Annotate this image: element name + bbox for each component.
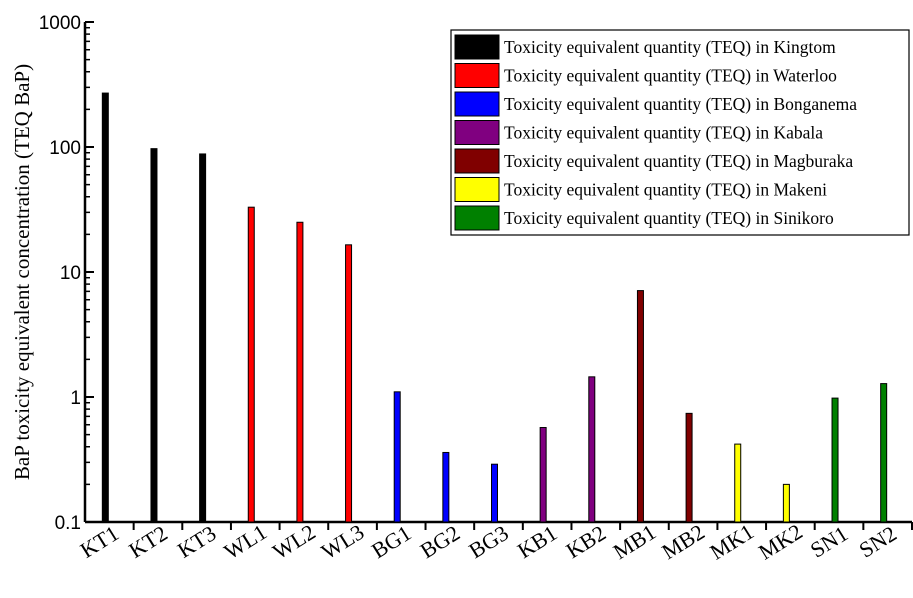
x-tick-label-mk1: MK1 (705, 519, 758, 565)
bar-kt1 (101, 92, 109, 523)
x-tick-label-wl1: WL1 (219, 519, 271, 564)
x-tick-label-kb2: KB2 (562, 520, 610, 563)
legend-swatch-toxicity-equivalent-quantity-teq-in-waterloo (454, 63, 500, 88)
bar-sn1 (831, 397, 839, 523)
legend-box (450, 29, 910, 236)
bar-kb1 (539, 427, 547, 523)
x-tick-label-wl2: WL2 (268, 519, 320, 564)
bar-mk2 (782, 483, 790, 523)
legend-swatch-toxicity-equivalent-quantity-teq-in-magburaka (454, 148, 500, 174)
legend-label-toxicity-equivalent-quantity-teq-in-kabala: Toxicity equivalent quantity (TEQ) in Ka… (504, 123, 823, 143)
legend-swatch-toxicity-equivalent-quantity-teq-in-kingtom (454, 34, 500, 60)
bar-wl2 (296, 221, 304, 523)
bar-bg2 (442, 451, 450, 523)
x-tick-label-bg2: BG2 (416, 520, 464, 563)
x-tick-label-mk2: MK2 (754, 519, 807, 565)
x-tick-label-kb1: KB1 (513, 520, 561, 563)
bar-sn2 (880, 383, 888, 523)
legend-label-toxicity-equivalent-quantity-teq-in-bonganema: Toxicity equivalent quantity (TEQ) in Bo… (504, 94, 857, 114)
legend-label-toxicity-equivalent-quantity-teq-in-kingtom: Toxicity equivalent quantity (TEQ) in Ki… (504, 37, 836, 57)
legend-label-toxicity-equivalent-quantity-teq-in-makeni: Toxicity equivalent quantity (TEQ) in Ma… (504, 180, 827, 200)
x-tick-label-bg1: BG1 (367, 520, 415, 563)
bar-wl1 (247, 206, 255, 523)
bar-mb1 (636, 290, 644, 523)
legend-label-toxicity-equivalent-quantity-teq-in-sinikoro: Toxicity equivalent quantity (TEQ) in Si… (504, 208, 834, 228)
bar-kt3 (199, 153, 207, 523)
bar-bg3 (491, 463, 498, 523)
x-tick-label-sn1: SN1 (806, 521, 852, 563)
legend-swatch-toxicity-equivalent-quantity-teq-in-bonganema (454, 91, 500, 117)
legend-label-toxicity-equivalent-quantity-teq-in-magburaka: Toxicity equivalent quantity (TEQ) in Ma… (504, 151, 853, 171)
bar-mb2 (685, 412, 693, 523)
x-tick-label-sn2: SN2 (854, 521, 900, 563)
y-tick-label: 0.1 (55, 513, 81, 534)
legend-swatch-toxicity-equivalent-quantity-teq-in-sinikoro (454, 205, 500, 231)
y-axis-title: BaP toxicity equivalent concentration (T… (10, 64, 34, 480)
bar-bg1 (393, 391, 401, 523)
x-tick-label-kt1: KT1 (76, 520, 123, 563)
bar-wl3 (345, 244, 353, 523)
y-tick-label: 1000 (39, 13, 81, 34)
bar-kb2 (588, 376, 596, 523)
bar-kt2 (150, 148, 158, 523)
y-tick-label: 1 (70, 388, 81, 409)
y-tick-label: 100 (49, 138, 81, 159)
x-tick-label-mb1: MB1 (609, 519, 661, 564)
legend-swatch-toxicity-equivalent-quantity-teq-in-makeni (454, 177, 500, 202)
legend: Toxicity equivalent quantity (TEQ) in Ki… (450, 29, 910, 236)
legend-swatch-toxicity-equivalent-quantity-teq-in-kabala (454, 120, 500, 145)
y-tick-label: 10 (60, 263, 81, 284)
legend-label-toxicity-equivalent-quantity-teq-in-waterloo: Toxicity equivalent quantity (TEQ) in Wa… (504, 66, 837, 86)
x-tick-label-mb2: MB2 (657, 519, 709, 564)
y-axis: 0.1 1 10 100 1000 (39, 13, 94, 534)
x-tick-label-kt2: KT2 (124, 520, 171, 563)
x-tick-label-bg3: BG3 (464, 520, 512, 563)
bars (101, 92, 888, 523)
bar-mk1 (734, 443, 742, 523)
x-tick-label-wl3: WL3 (317, 519, 369, 564)
x-tick-label-kt3: KT3 (173, 520, 220, 563)
